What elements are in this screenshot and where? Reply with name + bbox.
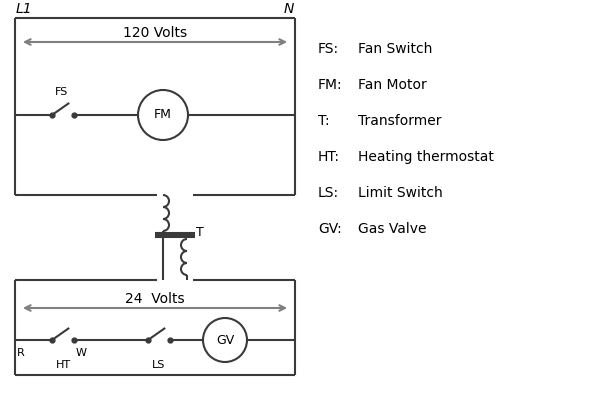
Text: T: T <box>196 226 204 240</box>
Text: HT:: HT: <box>318 150 340 164</box>
Text: Heating thermostat: Heating thermostat <box>358 150 494 164</box>
Text: L1: L1 <box>16 2 32 16</box>
Text: Gas Valve: Gas Valve <box>358 222 427 236</box>
Text: R: R <box>17 348 25 358</box>
Text: FS: FS <box>55 87 68 97</box>
Text: T:: T: <box>318 114 330 128</box>
Text: N: N <box>284 2 294 16</box>
Text: FM:: FM: <box>318 78 343 92</box>
Text: Transformer: Transformer <box>358 114 441 128</box>
Text: FS:: FS: <box>318 42 339 56</box>
Text: Fan Motor: Fan Motor <box>358 78 427 92</box>
Text: GV:: GV: <box>318 222 342 236</box>
Text: 120 Volts: 120 Volts <box>123 26 187 40</box>
Text: Fan Switch: Fan Switch <box>358 42 432 56</box>
Text: 24  Volts: 24 Volts <box>125 292 185 306</box>
Text: W: W <box>76 348 87 358</box>
Text: LS:: LS: <box>318 186 339 200</box>
Text: FM: FM <box>154 108 172 122</box>
Text: HT: HT <box>55 360 71 370</box>
Text: Limit Switch: Limit Switch <box>358 186 442 200</box>
Text: GV: GV <box>216 334 234 346</box>
Text: LS: LS <box>152 360 166 370</box>
